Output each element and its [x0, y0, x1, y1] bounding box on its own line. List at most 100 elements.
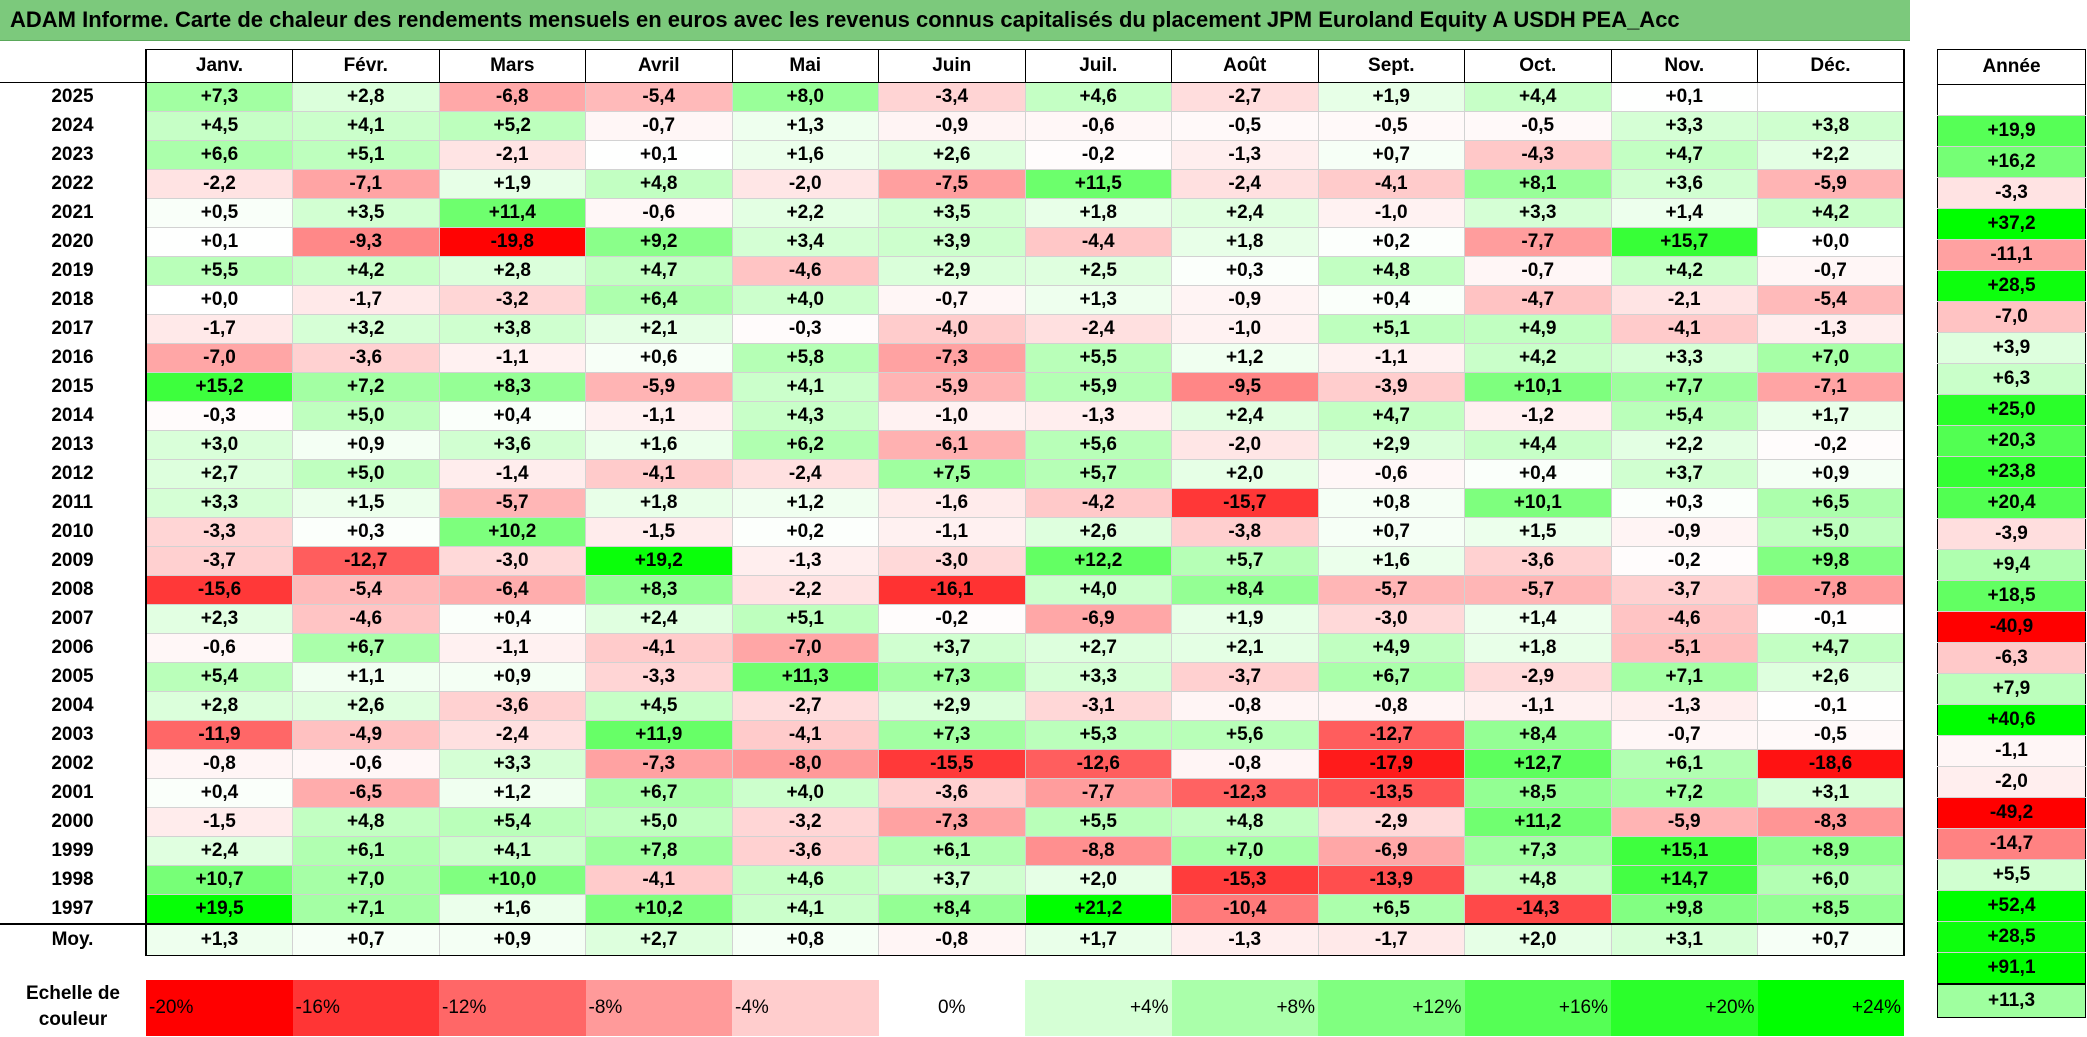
annual-row: -6,3	[1937, 642, 2086, 674]
year-label: 2012	[0, 459, 147, 489]
heatmap-cell: -12,7	[292, 546, 440, 576]
heatmap-cell: -3,7	[1171, 662, 1319, 692]
heatmap-cell: +8,3	[438, 372, 586, 402]
heatmap-cell: +4,1	[731, 894, 879, 925]
average-cell: +0,8	[731, 923, 879, 956]
heatmap-cell: -0,2	[1757, 430, 1905, 460]
heatmap-cell: -0,3	[145, 401, 293, 431]
heatmap-cell: +2,5	[1024, 256, 1172, 286]
heatmap-cell: +4,7	[1317, 401, 1465, 431]
heatmap-cell: -4,1	[585, 633, 733, 663]
heatmap-cell: +0,1	[585, 140, 733, 170]
heatmap-cell: +4,5	[585, 691, 733, 721]
color-scale-stop: -20%	[146, 980, 293, 1036]
heatmap-cell: +0,0	[1757, 227, 1905, 257]
average-cell: +1,3	[145, 923, 293, 956]
heatmap-cell: +21,2	[1024, 894, 1172, 925]
heatmap-cell: +4,0	[1024, 575, 1172, 605]
heatmap-cell: -2,9	[1317, 807, 1465, 837]
year-label: 2022	[0, 169, 147, 199]
heatmap-cell: +1,6	[585, 430, 733, 460]
heatmap-cell: +12,2	[1024, 546, 1172, 576]
annual-row: -49,2	[1937, 797, 2086, 829]
heatmap-cell: -0,1	[1757, 604, 1905, 634]
heatmap-cell: -15,3	[1171, 865, 1319, 895]
heatmap-cell: +7,3	[145, 82, 293, 112]
heatmap-cell: -1,2	[1464, 401, 1612, 431]
month-header: Avril	[585, 49, 733, 83]
heatmap-cell: +0,9	[292, 430, 440, 460]
heatmap-cell: -1,7	[145, 314, 293, 344]
heatmap-cell: +4,8	[1171, 807, 1319, 837]
month-header: Août	[1171, 49, 1319, 83]
heatmap-cell: -0,9	[1610, 517, 1758, 547]
heatmap-cell: +6,0	[1757, 865, 1905, 895]
heatmap-cell: +14,7	[1610, 865, 1758, 895]
heatmap-cell: +4,3	[731, 401, 879, 431]
heatmap-cell: -3,0	[438, 546, 586, 576]
heatmap-cell: -4,6	[292, 604, 440, 634]
annual-row: +7,9	[1937, 673, 2086, 705]
month-header: Juin	[878, 49, 1026, 83]
heatmap-cell: -0,2	[1024, 140, 1172, 170]
heatmap-cell: +4,2	[292, 256, 440, 286]
heatmap-cell: +2,6	[1757, 662, 1905, 692]
heatmap-cell: +0,5	[145, 198, 293, 228]
heatmap-cell: -11,9	[145, 720, 293, 750]
heatmap-cell: +5,7	[1171, 546, 1319, 576]
heatmap-cell: +4,8	[1317, 256, 1465, 286]
heatmap-cell: +3,6	[438, 430, 586, 460]
heatmap-cell: -16,1	[878, 575, 1026, 605]
heatmap-cell: +7,3	[878, 662, 1026, 692]
heatmap-cell: -1,3	[731, 546, 879, 576]
heatmap-cell: +1,8	[1171, 227, 1319, 257]
heatmap-cell: +1,6	[1317, 546, 1465, 576]
heatmap-cell: -0,5	[1317, 111, 1465, 141]
annual-header: Année	[1937, 49, 2086, 85]
heatmap-cell: +2,8	[438, 256, 586, 286]
year-label: 2020	[0, 227, 147, 257]
heatmap-cell: +4,7	[1610, 140, 1758, 170]
heatmap-cell: +2,1	[1171, 633, 1319, 663]
heatmap-cell: +8,3	[585, 575, 733, 605]
heatmap-cell: +5,6	[1171, 720, 1319, 750]
annual-cell: -6,3	[1937, 642, 2086, 674]
annual-row: +52,4	[1937, 890, 2086, 922]
heatmap-cell: +7,7	[1610, 372, 1758, 402]
heatmap-cell: -14,3	[1464, 894, 1612, 925]
heatmap-cell: +5,1	[731, 604, 879, 634]
average-cell: +3,1	[1610, 923, 1758, 956]
year-label: 2016	[0, 343, 147, 373]
heatmap-cell: +3,2	[292, 314, 440, 344]
heatmap-cell: +11,9	[585, 720, 733, 750]
heatmap-cell: +0,7	[1317, 517, 1465, 547]
heatmap-cell: -5,4	[585, 82, 733, 112]
heatmap-cell: -0,7	[1610, 720, 1758, 750]
heatmap-cell: +1,8	[1024, 198, 1172, 228]
heatmap-cell: -12,3	[1171, 778, 1319, 808]
annual-row: +23,8	[1937, 456, 2086, 488]
table-row: 2018 +0,0 -1,7 -3,2 +6,4 +4,0 -0,7 +1,3 -0,9 +0,4…	[0, 285, 1905, 315]
heatmap-cell: +6,2	[731, 430, 879, 460]
heatmap-cell: +5,1	[292, 140, 440, 170]
table-row: 2017 -1,7 +3,2 +3,8 +2,1 -0,3 -4,0 -2,4 -1,0 +5,1…	[0, 314, 1905, 344]
heatmap-cell: -4,1	[585, 865, 733, 895]
year-label: 2025	[0, 82, 147, 112]
heatmap-cell: -3,3	[145, 517, 293, 547]
heatmap-cell: +3,3	[1464, 198, 1612, 228]
heatmap-cell: -7,0	[145, 343, 293, 373]
heatmap-cell: +11,2	[1464, 807, 1612, 837]
table-row: 2014 -0,3 +5,0 +0,4 -1,1 +4,3 -1,0 -1,3 +2,4 +4,7…	[0, 401, 1905, 431]
annual-cell: +28,5	[1937, 270, 2086, 302]
annual-row: +9,4	[1937, 549, 2086, 581]
heatmap-cell: -1,3	[1171, 140, 1319, 170]
annual-column: Année +19,9 +16,2 -3,3 +37,2 -11,1 +28,5 -7,0 +…	[1937, 49, 2086, 1018]
heatmap-cell: -15,6	[145, 575, 293, 605]
heatmap-cell: -5,7	[1464, 575, 1612, 605]
heatmap-cell: +6,5	[1317, 894, 1465, 925]
table-row: 2009 -3,7 -12,7 -3,0 +19,2 -1,3 -3,0 +12,2 +5,7 +…	[0, 546, 1905, 576]
table-row: 2015 +15,2 +7,2 +8,3 -5,9 +4,1 -5,9 +5,9 -9,5 -3,…	[0, 372, 1905, 402]
year-label: 2010	[0, 517, 147, 547]
heatmap-cell: -5,4	[1757, 285, 1905, 315]
annual-row: +6,3	[1937, 363, 2086, 395]
